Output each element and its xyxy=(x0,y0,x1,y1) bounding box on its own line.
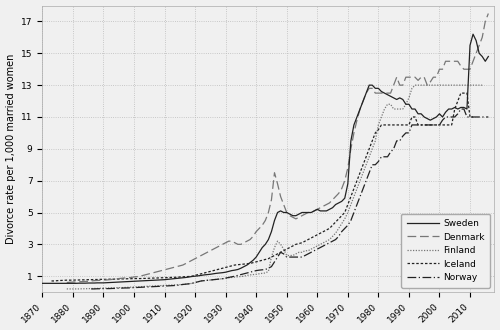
Sweden xyxy=(183,276,189,280)
Denmark xyxy=(284,211,290,214)
Legend: Sweden, Denmark, Finland, Iceland, Norway: Sweden, Denmark, Finland, Iceland, Norwa… xyxy=(402,214,490,287)
Denmark xyxy=(67,280,73,284)
Sweden xyxy=(158,278,164,282)
Norway xyxy=(486,115,492,119)
Y-axis label: Divorce rate per 1,000 married women: Divorce rate per 1,000 married women xyxy=(6,54,16,244)
Denmark xyxy=(70,280,76,284)
Iceland xyxy=(268,255,274,259)
Norway xyxy=(382,155,388,159)
Finland xyxy=(247,273,253,277)
Iceland xyxy=(54,279,60,282)
Sweden xyxy=(40,281,46,285)
Line: Iceland: Iceland xyxy=(52,93,473,281)
Norway xyxy=(396,139,402,143)
Finland xyxy=(320,241,326,245)
Finland xyxy=(216,277,222,281)
Finland xyxy=(479,83,485,87)
Finland xyxy=(122,285,128,289)
Sweden xyxy=(390,96,396,100)
Denmark xyxy=(486,12,492,16)
Denmark xyxy=(476,43,482,47)
Finland xyxy=(412,83,418,87)
Finland xyxy=(208,278,214,282)
Iceland xyxy=(458,91,464,95)
Finland xyxy=(384,102,390,106)
Iceland xyxy=(470,115,476,119)
Norway xyxy=(88,287,94,291)
Sweden xyxy=(284,211,290,214)
Norway xyxy=(314,247,320,251)
Iceland xyxy=(52,279,58,283)
Norway xyxy=(336,234,342,238)
Sweden xyxy=(486,54,492,58)
Norway xyxy=(458,107,464,111)
Denmark xyxy=(302,212,308,216)
Norway xyxy=(104,287,110,291)
Iceland xyxy=(464,91,470,95)
Iceland xyxy=(318,231,324,235)
Line: Norway: Norway xyxy=(91,109,488,289)
Sweden xyxy=(348,139,354,143)
Denmark xyxy=(64,280,70,284)
Norway xyxy=(158,284,164,288)
Iceland xyxy=(48,279,54,283)
Line: Sweden: Sweden xyxy=(42,34,488,283)
Line: Finland: Finland xyxy=(67,85,482,289)
Sweden xyxy=(470,32,476,36)
Finland xyxy=(64,287,70,291)
Denmark xyxy=(332,195,338,199)
Sweden xyxy=(384,93,390,97)
Iceland xyxy=(287,246,293,249)
Line: Denmark: Denmark xyxy=(67,14,488,282)
